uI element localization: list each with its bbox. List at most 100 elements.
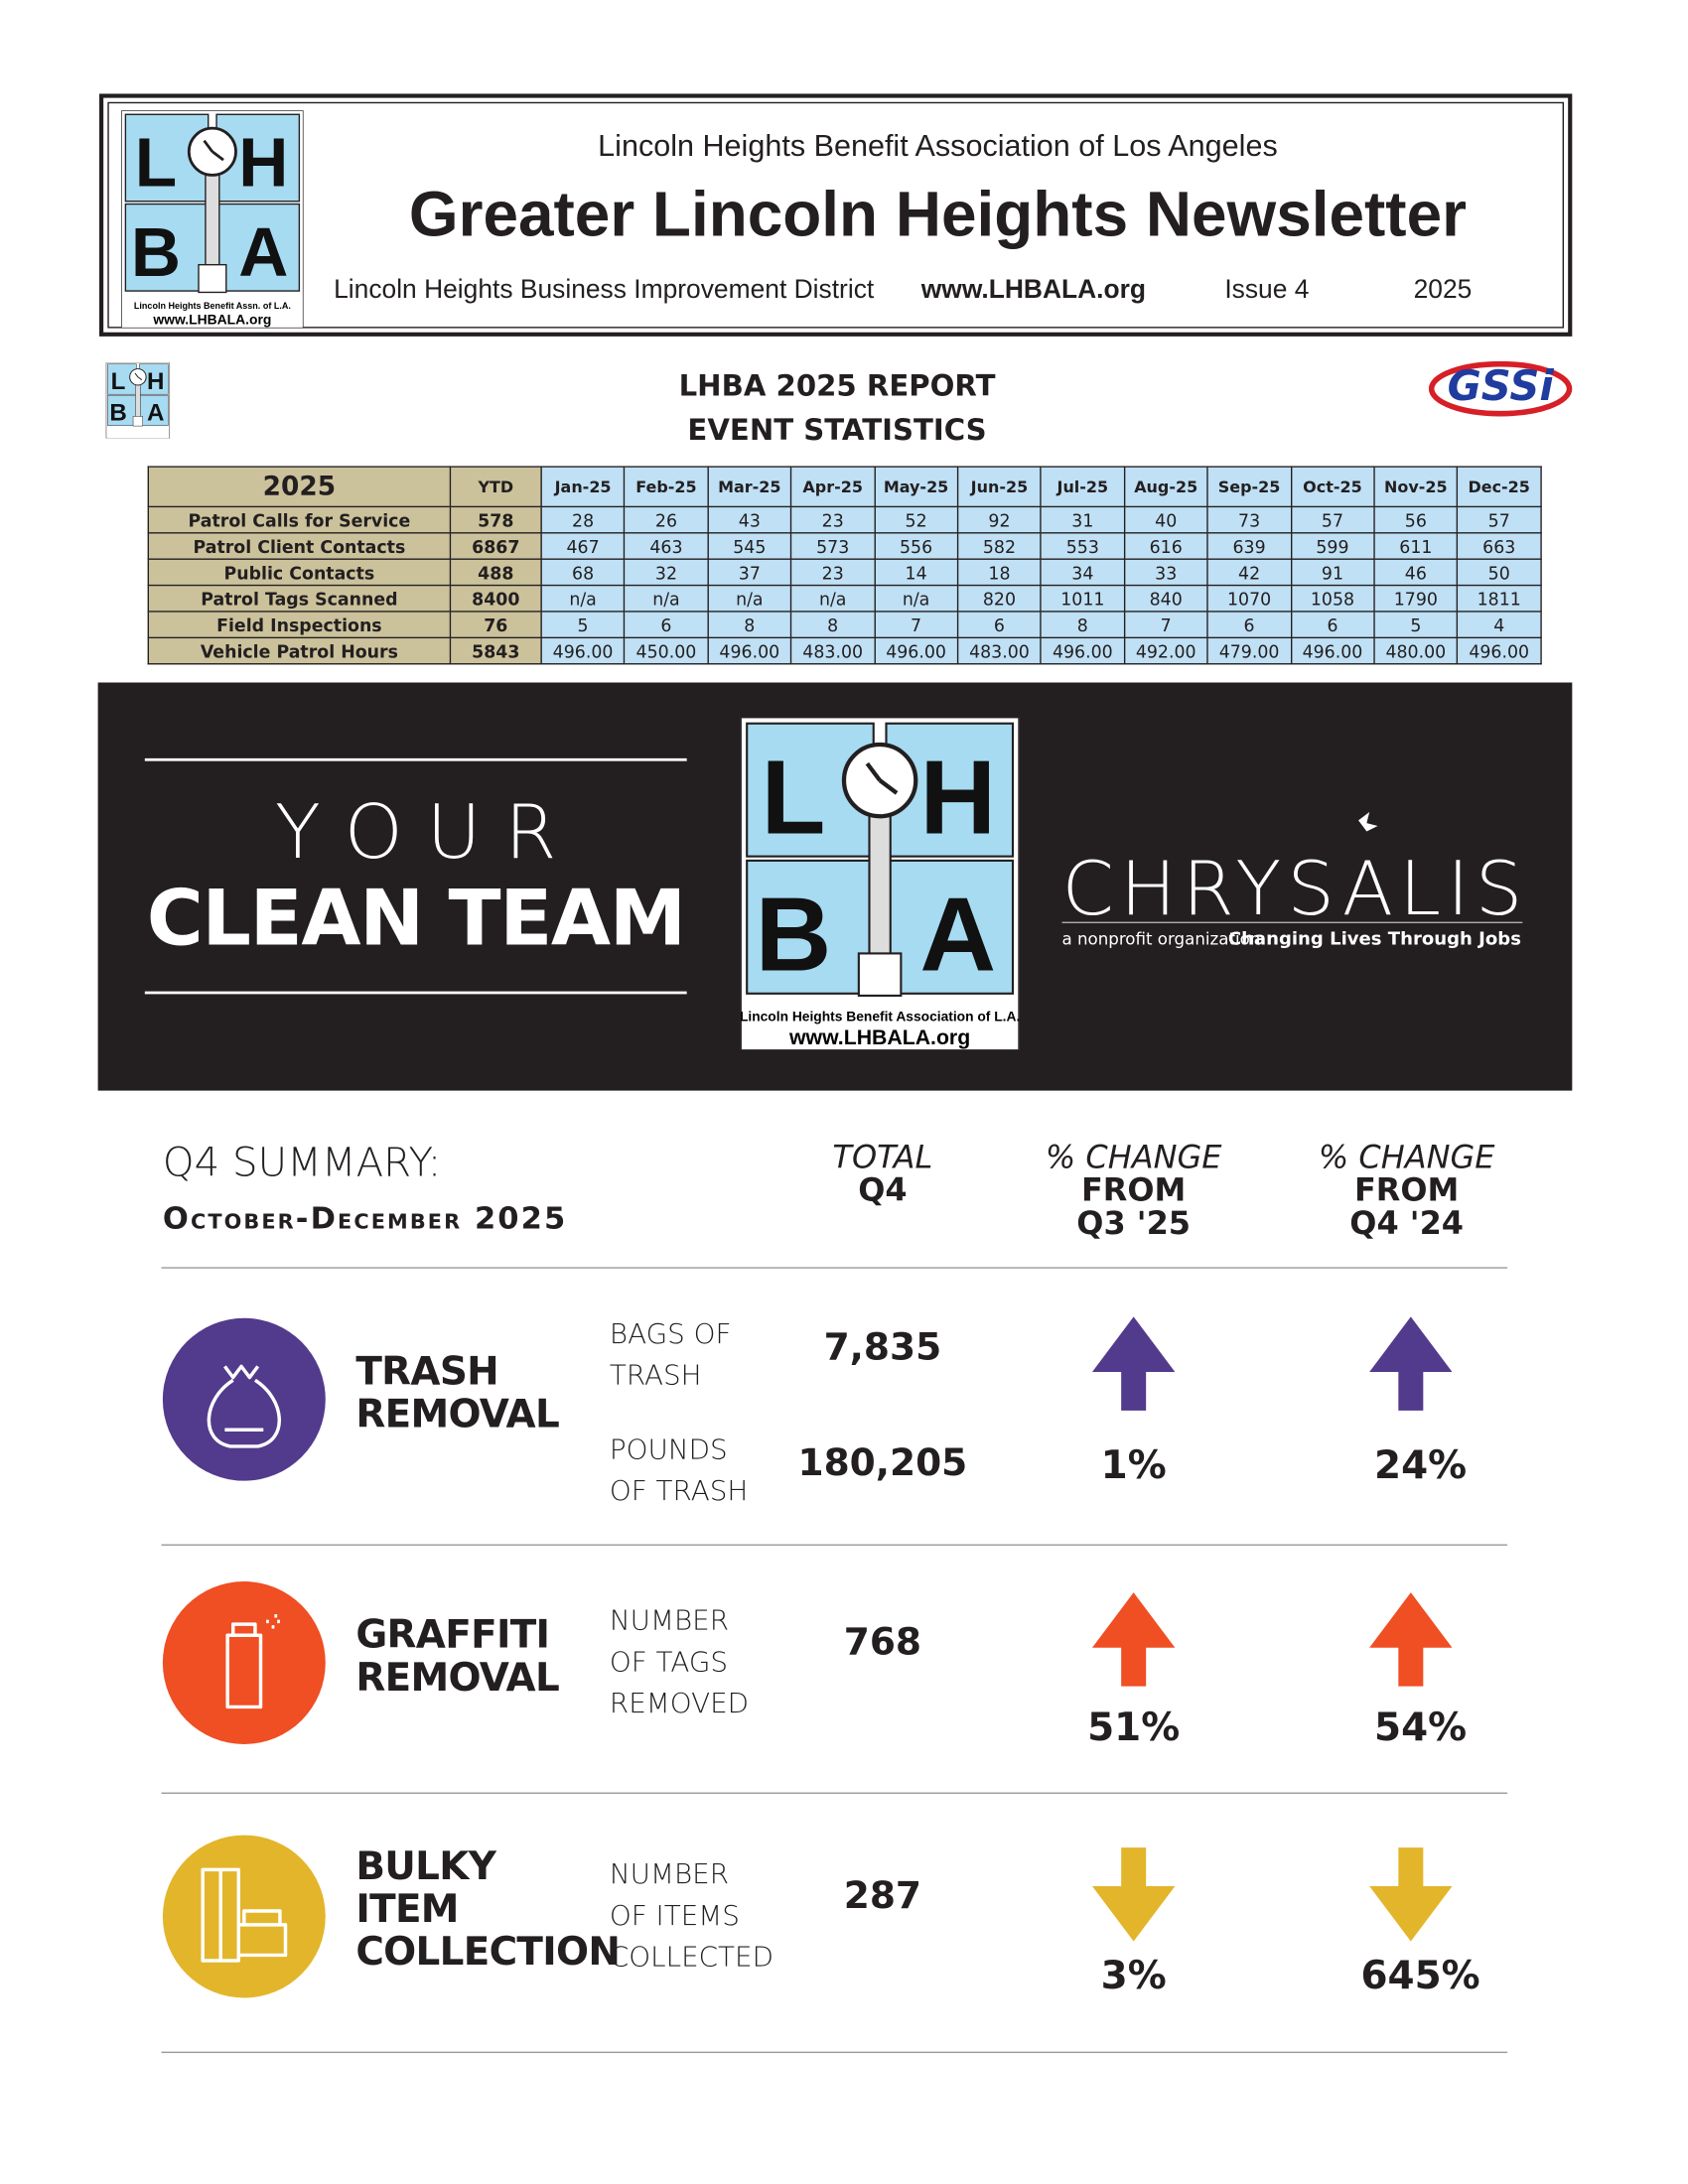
- logo-panel: [139, 394, 169, 426]
- column-header: Feb-25: [624, 466, 709, 508]
- sponsor-name: GSSi: [1448, 361, 1555, 410]
- banner-clean-team: CLEAN TEAM: [146, 874, 686, 964]
- table-cell: 37: [707, 558, 792, 587]
- metric-value: 768: [843, 1621, 922, 1665]
- table-cell: 33: [1123, 558, 1208, 587]
- year: 2025: [1413, 275, 1473, 305]
- table-cell: 492.00: [1123, 636, 1208, 665]
- column-header: Oct-25: [1290, 466, 1375, 508]
- column-heading: TOTAL Q4: [731, 1142, 1035, 1208]
- table-cell: 14: [873, 558, 959, 587]
- table-cell: n/a: [707, 584, 792, 613]
- partner-note: a nonprofit organization: [1061, 929, 1260, 948]
- arrow-shape: [1369, 1316, 1453, 1411]
- logo-panel: [746, 859, 875, 995]
- column-heading: % CHANGE FROM Q3 '25: [982, 1142, 1286, 1241]
- column-header: Nov-25: [1373, 466, 1459, 508]
- row-rule: [161, 1544, 1508, 1546]
- table-cell: 43: [707, 505, 792, 534]
- lhba-logo: L HB A: [105, 362, 171, 439]
- percent-change: 54%: [1374, 1704, 1468, 1750]
- table-cell: 496.00: [1457, 636, 1542, 665]
- metric-label: NUMBER OF TAGS REMOVED: [609, 1603, 750, 1719]
- table-cell: 18: [956, 558, 1043, 587]
- table-cell: 28: [540, 505, 626, 534]
- arrow-shape: [1092, 1592, 1176, 1687]
- issue: Issue 4: [1224, 275, 1310, 305]
- banner-rule: [144, 757, 687, 761]
- stats-table: 2025 YTD Jan-25 Feb-25 Mar-25 Apr-25 May-25 Jun…: [147, 466, 1542, 665]
- category-icon: [162, 1581, 326, 1744]
- partner-logo: CHRYSALIS a nonprofit organization Chang…: [1061, 812, 1522, 949]
- percent-change: 645%: [1360, 1952, 1480, 1998]
- summary-title: Q4 SUMMARY:: [162, 1139, 442, 1186]
- sponsor-logo: GSSi: [1428, 361, 1573, 417]
- change-arrow: [1092, 1847, 1176, 1942]
- column-header: Apr-25: [790, 466, 876, 508]
- table-cell: 553: [1040, 532, 1125, 560]
- table-cell: 616: [1123, 532, 1208, 560]
- change-arrow: [1369, 1316, 1453, 1411]
- table-cell: 5843: [449, 636, 542, 665]
- row-rule: [161, 1792, 1508, 1794]
- heading-line: % CHANGE: [1045, 1140, 1222, 1176]
- logo-letter: B: [109, 399, 126, 426]
- table-cell: 467: [540, 532, 626, 560]
- table-cell: 479.00: [1206, 636, 1292, 665]
- row-label: Patrol Calls for Service: [147, 505, 452, 534]
- icon-glyph: [201, 1867, 288, 1963]
- table-cell: 820: [956, 584, 1043, 613]
- category-icon: [162, 1835, 326, 1998]
- table-cell: 483.00: [790, 636, 876, 665]
- heading-line: TOTAL: [832, 1140, 933, 1176]
- logo-letter: A: [919, 875, 996, 993]
- icon-circle: [162, 1317, 326, 1481]
- category-title: GRAFFITI REMOVAL: [355, 1611, 560, 1701]
- district-name: Lincoln Heights Business Improvement Dis…: [334, 275, 875, 305]
- change-arrow: [1369, 1592, 1453, 1687]
- table-cell: 91: [1290, 558, 1375, 587]
- logo-letter: B: [131, 213, 181, 291]
- table-row: Public Contacts 488 68 32 37 23 14 18 34 33 42 91 46…: [147, 558, 1542, 587]
- table-cell: 1790: [1373, 584, 1459, 613]
- table-cell: 496.00: [540, 636, 626, 665]
- table-cell: 8: [707, 611, 792, 639]
- table-cell: 496.00: [1290, 636, 1375, 665]
- table-cell: 26: [624, 505, 709, 534]
- table-cell: 40: [1123, 505, 1208, 534]
- table-cell: 50: [1457, 558, 1542, 587]
- logo-letter: H: [919, 738, 996, 856]
- logo-panel: [215, 203, 301, 292]
- logo-clock-hands: [203, 139, 224, 162]
- table-cell: 496.00: [707, 636, 792, 665]
- percent-change: 24%: [1374, 1441, 1468, 1488]
- table-cell: 23: [790, 505, 876, 534]
- table-cell: 639: [1206, 532, 1292, 560]
- newsletter-title: Greater Lincoln Heights Newsletter: [408, 178, 1467, 250]
- table-cell: n/a: [873, 584, 959, 613]
- arrow-shape: [1369, 1847, 1453, 1942]
- table-cell: 76: [449, 611, 542, 639]
- metric-label: POUNDS OF TRASH: [609, 1433, 749, 1508]
- heading-line: Q4: [858, 1172, 908, 1210]
- table-cell: 23: [790, 558, 876, 587]
- row-label: Field Inspections: [147, 611, 452, 639]
- category-icon: [162, 1317, 326, 1481]
- table-cell: 56: [1373, 505, 1459, 534]
- logo-clock-hands: [865, 761, 899, 795]
- table-cell: 5: [1373, 611, 1459, 639]
- table-cell: n/a: [624, 584, 709, 613]
- logo-letter: L: [762, 738, 826, 856]
- column-header: Mar-25: [707, 466, 792, 508]
- change-arrow: [1092, 1592, 1176, 1687]
- table-cell: 1058: [1290, 584, 1375, 613]
- logo-caption: Lincoln Heights Benefit Association of L…: [741, 1008, 1020, 1024]
- table-cell: 545: [707, 532, 792, 560]
- logo-letter: L: [135, 124, 177, 202]
- percent-change: 51%: [1087, 1704, 1181, 1750]
- table-cell: 463: [624, 532, 709, 560]
- metric-label: NUMBER OF ITEMS COLLECTED: [609, 1856, 774, 1974]
- logo-panel: [107, 394, 137, 426]
- logo-url: www.LHBALA.org: [788, 1025, 970, 1049]
